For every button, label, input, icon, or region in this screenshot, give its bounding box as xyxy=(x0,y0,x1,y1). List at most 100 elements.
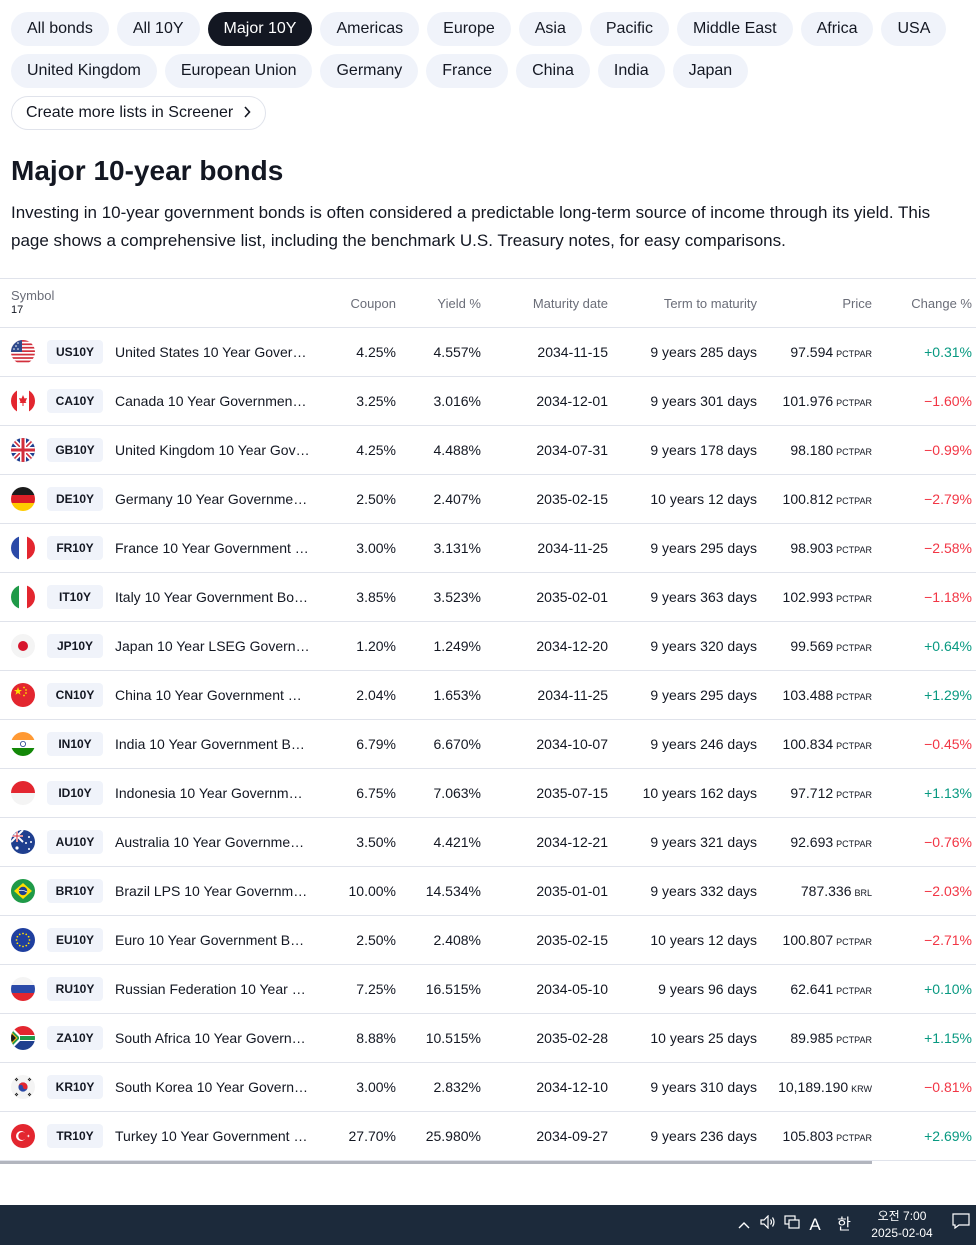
network-icon[interactable] xyxy=(782,1205,802,1245)
ticker-badge[interactable]: TR10Y xyxy=(47,1124,103,1148)
ticker-badge[interactable]: US10Y xyxy=(47,340,103,364)
flag-de-icon xyxy=(11,487,35,511)
bond-name-link[interactable]: Canada 10 Year Government … xyxy=(115,393,310,409)
ime-hangul-icon[interactable]: 한 xyxy=(837,1216,851,1233)
table-row[interactable]: CA10Y Canada 10 Year Government … 3.25% 3.0… xyxy=(0,377,976,426)
table-row[interactable]: JP10Y Japan 10 Year LSEG Govern… 1.20% 1.24… xyxy=(0,622,976,671)
bond-name-link[interactable]: India 10 Year Government Bo… xyxy=(115,736,310,752)
yield-cell: 6.670% xyxy=(433,736,481,752)
ticker-badge[interactable]: RU10Y xyxy=(47,977,103,1001)
header-price[interactable]: Price xyxy=(842,296,872,311)
header-change[interactable]: Change % xyxy=(911,296,972,311)
filter-chip-americas[interactable]: Americas xyxy=(320,12,420,46)
bond-name-link[interactable]: South Korea 10 Year Govern… xyxy=(115,1079,309,1095)
table-row[interactable]: CN10Y China 10 Year Government B… 2.04% 1.6… xyxy=(0,671,976,720)
filter-chip-germany[interactable]: Germany xyxy=(320,54,419,88)
system-clock[interactable]: 오전 7:00 2025-02-04 xyxy=(860,1208,944,1242)
ticker-badge[interactable]: AU10Y xyxy=(47,830,103,854)
table-row[interactable]: ZA10Y South Africa 10 Year Govern… 8.88% 10… xyxy=(0,1014,976,1063)
table-row[interactable]: FR10Y France 10 Year Government … 3.00% 3.1… xyxy=(0,524,976,573)
bond-name-link[interactable]: Germany 10 Year Governmen… xyxy=(115,491,310,507)
price-cell: 105.803 PCTPAR xyxy=(783,1112,872,1163)
filter-chip-japan[interactable]: Japan xyxy=(672,54,749,88)
speaker-icon[interactable] xyxy=(758,1205,778,1245)
change-cell: −2.58% xyxy=(924,540,972,556)
price-unit: KRW xyxy=(851,1084,872,1094)
header-term-to-maturity[interactable]: Term to maturity xyxy=(663,296,757,311)
filter-chip-pacific[interactable]: Pacific xyxy=(589,12,669,46)
header-symbol[interactable]: Symbol 17 xyxy=(11,288,54,318)
ticker-badge[interactable]: GB10Y xyxy=(47,438,103,462)
bond-name-link[interactable]: Euro 10 Year Government Bo… xyxy=(115,932,310,948)
horizontal-scrollbar[interactable] xyxy=(0,1161,872,1164)
bond-name-link[interactable]: Japan 10 Year LSEG Govern… xyxy=(115,638,310,654)
table-row[interactable]: BR10Y Brazil LPS 10 Year Governme… 10.00% 1… xyxy=(0,867,976,916)
table-row[interactable]: AU10Y Australia 10 Year Governmen… 3.50% 4.… xyxy=(0,818,976,867)
yield-cell: 1.249% xyxy=(433,638,481,654)
ticker-badge[interactable]: IN10Y xyxy=(47,732,103,756)
table-row[interactable]: GB10Y United Kingdom 10 Year Gov… 4.25% 4.4… xyxy=(0,426,976,475)
bond-name-link[interactable]: South Africa 10 Year Govern… xyxy=(115,1030,306,1046)
ticker-badge[interactable]: CN10Y xyxy=(47,683,103,707)
table-row[interactable]: IT10Y Italy 10 Year Government Bo… 3.85% 3.… xyxy=(0,573,976,622)
ticker-badge[interactable]: EU10Y xyxy=(47,928,103,952)
filter-chip-all-10y[interactable]: All 10Y xyxy=(116,12,200,46)
coupon-cell: 7.25% xyxy=(356,981,396,997)
bond-name-link[interactable]: Turkey 10 Year Government … xyxy=(115,1128,308,1144)
ticker-badge[interactable]: ZA10Y xyxy=(47,1026,103,1050)
ticker-badge[interactable]: KR10Y xyxy=(47,1075,103,1099)
chevron-up-icon[interactable] xyxy=(735,1205,753,1245)
clock-date: 2025-02-04 xyxy=(871,1226,933,1240)
ticker-badge[interactable]: FR10Y xyxy=(47,536,103,560)
ime-a-icon[interactable]: A xyxy=(809,1215,821,1234)
ticker-badge[interactable]: CA10Y xyxy=(47,389,103,413)
yield-cell: 4.488% xyxy=(433,442,481,458)
bond-name-link[interactable]: United Kingdom 10 Year Gov… xyxy=(115,442,310,458)
table-row[interactable]: RU10Y Russian Federation 10 Year G… 7.25% 1… xyxy=(0,965,976,1014)
bond-name-link[interactable]: Italy 10 Year Government Bo… xyxy=(115,589,308,605)
header-yield[interactable]: Yield % xyxy=(437,296,481,311)
bond-name-link[interactable]: Australia 10 Year Governmen… xyxy=(115,834,310,850)
header-coupon[interactable]: Coupon xyxy=(350,296,396,311)
price-value: 787.336 xyxy=(800,883,852,899)
price-cell: 62.641 PCTPAR xyxy=(790,965,872,1016)
ticker-badge[interactable]: IT10Y xyxy=(47,585,103,609)
filter-chip-africa[interactable]: Africa xyxy=(800,12,874,46)
bond-name-link[interactable]: United States 10 Year Gover… xyxy=(115,344,307,360)
symbol-count: 17 xyxy=(11,304,24,316)
filter-chip-all-bonds[interactable]: All bonds xyxy=(11,12,109,46)
price-value: 98.180 xyxy=(790,442,834,458)
bond-name-link[interactable]: Russian Federation 10 Year G… xyxy=(115,981,310,997)
create-lists-in-screener-link[interactable]: Create more lists in Screener xyxy=(11,96,267,130)
filter-chip-india[interactable]: India xyxy=(597,54,665,88)
filter-chip-middle-east[interactable]: Middle East xyxy=(676,12,793,46)
filter-chip-france[interactable]: France xyxy=(426,54,509,88)
table-row[interactable]: US10Y United States 10 Year Gover… 4.25% 4.… xyxy=(0,328,976,377)
price-unit: PCTPAR xyxy=(836,594,872,604)
header-maturity-date[interactable]: Maturity date xyxy=(532,296,608,311)
table-row[interactable]: KR10Y South Korea 10 Year Govern… 3.00% 2.8… xyxy=(0,1063,976,1112)
bond-name-link[interactable]: France 10 Year Government … xyxy=(115,540,309,556)
notification-icon[interactable] xyxy=(950,1205,972,1245)
table-row[interactable]: DE10Y Germany 10 Year Governmen… 2.50% 2.40… xyxy=(0,475,976,524)
table-row[interactable]: ID10Y Indonesia 10 Year Governme… 6.75% 7.0… xyxy=(0,769,976,818)
ticker-badge[interactable]: JP10Y xyxy=(47,634,103,658)
table-row[interactable]: TR10Y Turkey 10 Year Government … 27.70% 25… xyxy=(0,1112,976,1161)
price-cell: 89.985 PCTPAR xyxy=(790,1014,872,1065)
bond-name-link[interactable]: China 10 Year Government B… xyxy=(115,687,310,703)
ticker-badge[interactable]: ID10Y xyxy=(47,781,103,805)
ticker-badge[interactable]: DE10Y xyxy=(47,487,103,511)
filter-chip-european-union[interactable]: European Union xyxy=(164,54,313,88)
filter-chip-usa[interactable]: USA xyxy=(881,12,947,46)
table-row[interactable]: EU10Y Euro 10 Year Government Bo… 2.50% 2.4… xyxy=(0,916,976,965)
filter-chip-europe[interactable]: Europe xyxy=(427,12,511,46)
bond-name-link[interactable]: Indonesia 10 Year Governme… xyxy=(115,785,310,801)
change-cell: −0.76% xyxy=(924,834,972,850)
filter-chip-major-10y[interactable]: Major 10Y xyxy=(207,12,313,46)
bond-name-link[interactable]: Brazil LPS 10 Year Governme… xyxy=(115,883,310,899)
filter-chip-asia[interactable]: Asia xyxy=(518,12,582,46)
ticker-badge[interactable]: BR10Y xyxy=(47,879,103,903)
filter-chip-united-kingdom[interactable]: United Kingdom xyxy=(11,54,157,88)
filter-chip-china[interactable]: China xyxy=(516,54,590,88)
table-row[interactable]: IN10Y India 10 Year Government Bo… 6.79% 6.… xyxy=(0,720,976,769)
